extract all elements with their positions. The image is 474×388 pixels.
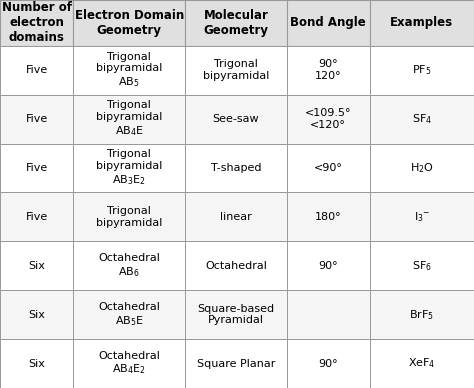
Text: <109.5°
<120°: <109.5° <120°	[305, 108, 352, 130]
Bar	[287, 290, 370, 339]
Text: Electron Domain
Geometry: Electron Domain Geometry	[74, 9, 184, 37]
Bar	[73, 0, 185, 46]
Bar	[185, 192, 287, 241]
Bar	[0, 46, 73, 95]
Text: 90°: 90°	[319, 359, 338, 369]
Text: Trigonal
bipyramidal: Trigonal bipyramidal	[202, 59, 269, 81]
Bar	[0, 0, 73, 46]
Bar	[185, 290, 287, 339]
Text: BrF$_{5}$: BrF$_{5}$	[410, 308, 434, 322]
Bar	[185, 95, 287, 144]
Bar	[370, 192, 474, 241]
Bar	[287, 0, 370, 46]
Bar	[287, 241, 370, 290]
Bar	[185, 46, 287, 95]
Bar	[0, 241, 73, 290]
Text: I$_{3}$$^{-}$: I$_{3}$$^{-}$	[414, 210, 430, 224]
Text: SF$_{4}$: SF$_{4}$	[412, 112, 432, 126]
Bar	[0, 290, 73, 339]
Text: Bond Angle: Bond Angle	[291, 16, 366, 29]
Bar	[73, 46, 185, 95]
Text: Examples: Examples	[390, 16, 454, 29]
Text: Molecular
Geometry: Molecular Geometry	[203, 9, 268, 37]
Bar	[0, 144, 73, 192]
Text: Octahedral
AB$_{6}$: Octahedral AB$_{6}$	[98, 253, 160, 279]
Text: PF$_{5}$: PF$_{5}$	[412, 63, 432, 77]
Text: Trigonal
bipyramidal
AB$_{5}$: Trigonal bipyramidal AB$_{5}$	[96, 52, 163, 89]
Bar	[73, 339, 185, 388]
Bar	[73, 144, 185, 192]
Bar	[370, 0, 474, 46]
Text: Square Planar: Square Planar	[197, 359, 275, 369]
Text: Five: Five	[26, 212, 48, 222]
Text: Square-based
Pyramidal: Square-based Pyramidal	[197, 304, 274, 326]
Text: Trigonal
bipyramidal
AB$_{4}$E: Trigonal bipyramidal AB$_{4}$E	[96, 100, 163, 138]
Bar	[370, 144, 474, 192]
Text: Trigonal
bipyramidal: Trigonal bipyramidal	[96, 206, 163, 228]
Text: 90°: 90°	[319, 261, 338, 271]
Bar	[287, 144, 370, 192]
Bar	[73, 241, 185, 290]
Text: Octahedral
AB$_{5}$E: Octahedral AB$_{5}$E	[98, 302, 160, 327]
Text: Six: Six	[28, 359, 45, 369]
Bar	[185, 144, 287, 192]
Text: See-saw: See-saw	[212, 114, 259, 124]
Bar	[185, 241, 287, 290]
Text: Five: Five	[26, 114, 48, 124]
Bar	[370, 290, 474, 339]
Text: <90°: <90°	[314, 163, 343, 173]
Text: SF$_{6}$: SF$_{6}$	[412, 259, 432, 273]
Text: Six: Six	[28, 310, 45, 320]
Text: Number of
electron
domains: Number of electron domains	[2, 2, 72, 44]
Bar	[73, 95, 185, 144]
Bar	[185, 0, 287, 46]
Bar	[287, 95, 370, 144]
Text: Five: Five	[26, 65, 48, 75]
Bar	[0, 339, 73, 388]
Bar	[370, 46, 474, 95]
Bar	[73, 192, 185, 241]
Text: T-shaped: T-shaped	[210, 163, 261, 173]
Text: XeF$_{4}$: XeF$_{4}$	[408, 357, 436, 371]
Bar	[0, 192, 73, 241]
Bar	[287, 339, 370, 388]
Text: H$_{2}$O: H$_{2}$O	[410, 161, 434, 175]
Text: linear: linear	[220, 212, 252, 222]
Text: Octahedral: Octahedral	[205, 261, 267, 271]
Bar	[185, 339, 287, 388]
Text: Trigonal
bipyramidal
AB$_{3}$E$_{2}$: Trigonal bipyramidal AB$_{3}$E$_{2}$	[96, 149, 163, 187]
Bar	[370, 339, 474, 388]
Text: Octahedral
AB$_{4}$E$_{2}$: Octahedral AB$_{4}$E$_{2}$	[98, 351, 160, 376]
Text: 90°
120°: 90° 120°	[315, 59, 342, 81]
Bar	[0, 95, 73, 144]
Bar	[287, 192, 370, 241]
Text: Six: Six	[28, 261, 45, 271]
Text: 180°: 180°	[315, 212, 342, 222]
Text: Five: Five	[26, 163, 48, 173]
Bar	[370, 241, 474, 290]
Bar	[73, 290, 185, 339]
Bar	[287, 46, 370, 95]
Bar	[370, 95, 474, 144]
